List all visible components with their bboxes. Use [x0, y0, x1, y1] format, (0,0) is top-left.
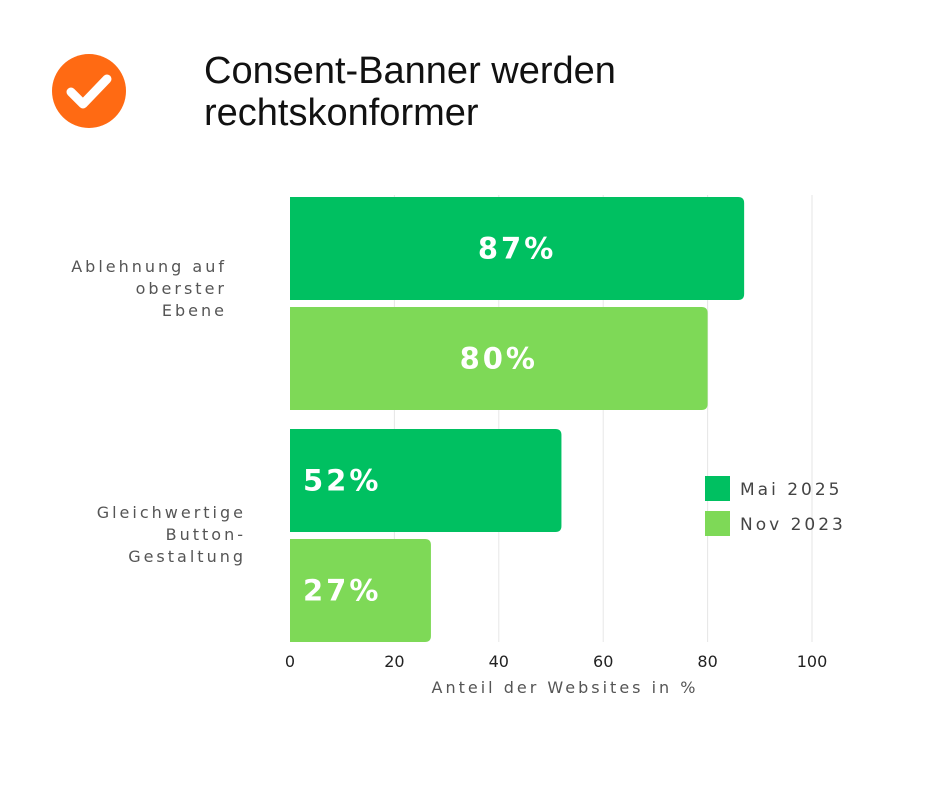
x-axis-title: Anteil der Websites in %	[432, 678, 699, 697]
legend-swatch-1	[705, 476, 730, 501]
bar-value-label-1-2: 80%	[460, 342, 538, 376]
checkmark-icon	[52, 54, 126, 128]
bar-1-2	[290, 307, 708, 410]
title-line-1: Consent-Banner werden	[204, 50, 616, 92]
legend-label-1: Mai 2025	[740, 480, 842, 500]
legend-swatch-2	[705, 511, 730, 536]
bar-1-1	[290, 197, 745, 300]
category-label-1-line-3: Ebene	[162, 301, 227, 320]
x-tick-label-40: 40	[489, 652, 509, 671]
category-label-1-line-2: oberster	[136, 279, 227, 298]
x-tick-label-0: 0	[285, 652, 295, 671]
x-tick-label-100: 100	[797, 652, 828, 671]
x-tick-label-20: 20	[384, 652, 404, 671]
legend-label-2: Nov 2023	[740, 515, 846, 535]
category-label-1-line-1: Ablehnung auf	[71, 257, 227, 276]
bar-value-label-2-1: 52%	[303, 464, 381, 498]
title-line-2: rechtskonformer	[204, 92, 479, 134]
x-tick-label-60: 60	[593, 652, 613, 671]
bar-value-label-1-1: 87%	[478, 232, 556, 266]
bar-2-2	[290, 539, 431, 642]
category-label-2-line-2: Button-	[166, 525, 246, 544]
bar-value-label-2-2: 27%	[303, 574, 381, 608]
check-badge	[52, 54, 126, 128]
category-label-2-line-1: Gleichwertige	[97, 503, 246, 522]
x-tick-label-80: 80	[697, 652, 717, 671]
page-title: Consent-Banner werden rechtskonformer	[204, 50, 804, 134]
category-label-2-line-3: Gestaltung	[128, 547, 246, 566]
bar-2-1	[290, 429, 562, 532]
